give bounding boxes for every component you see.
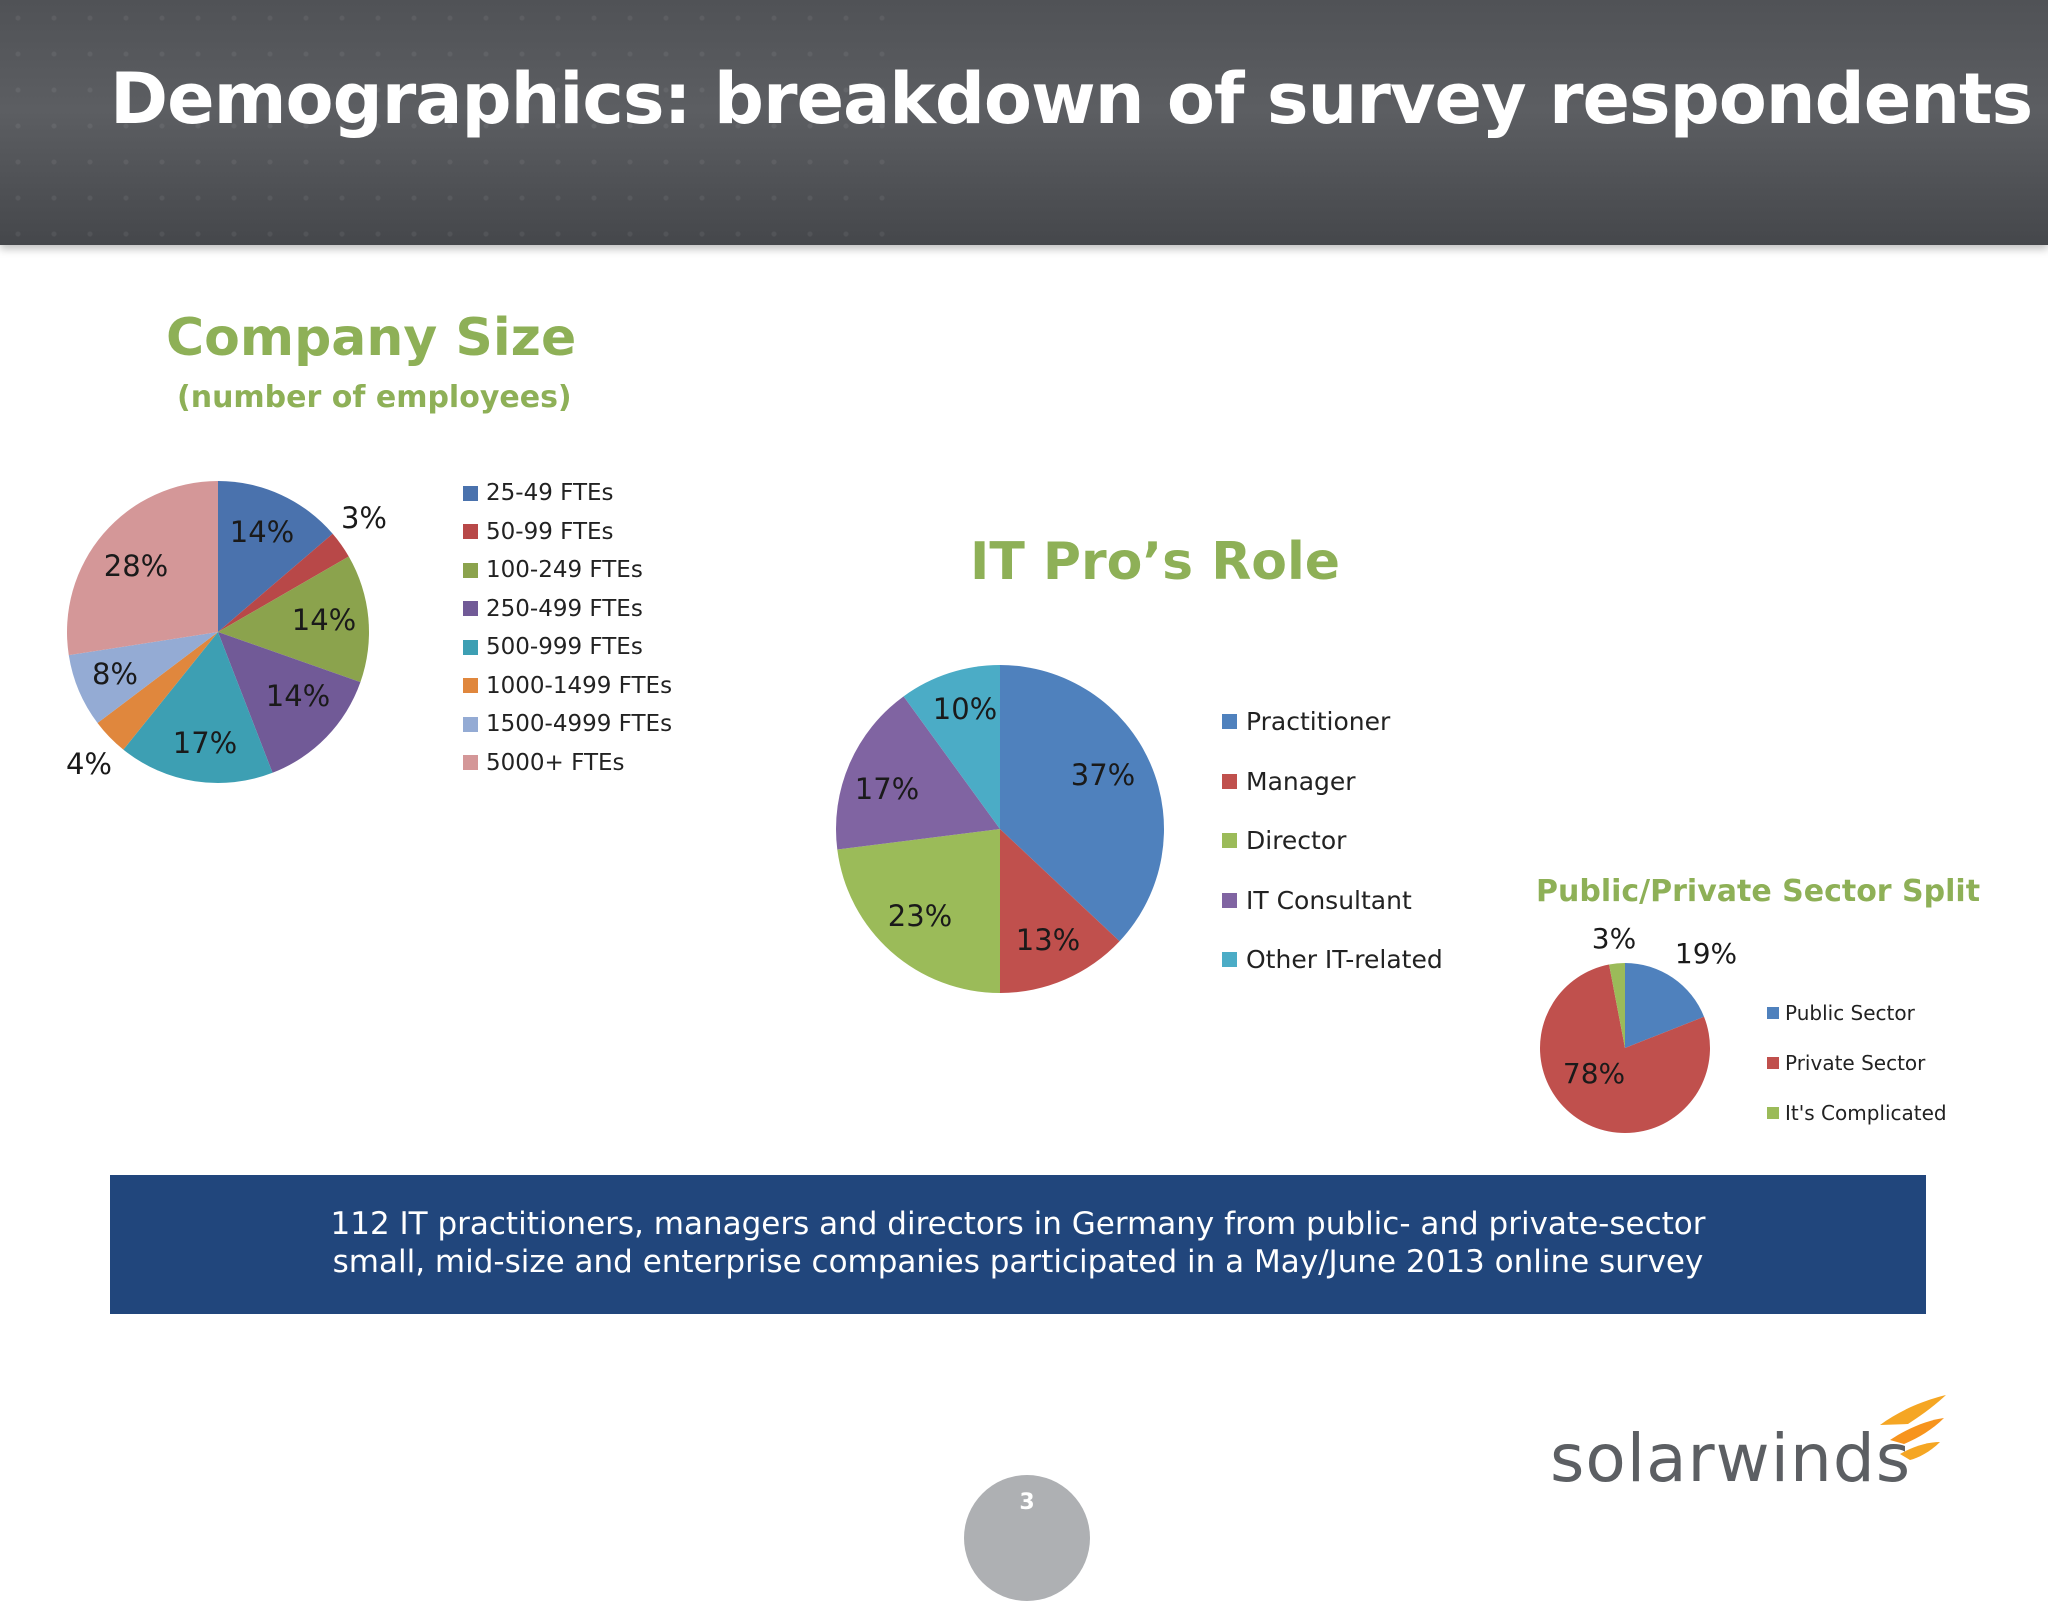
data-label: 14%: [292, 603, 356, 637]
legend-swatch: [463, 639, 478, 655]
legend-item: Manager: [1222, 752, 1443, 812]
legend-label: Practitioner: [1246, 707, 1391, 737]
data-label: 13%: [1016, 923, 1080, 957]
legend-item: Other IT-related: [1222, 930, 1443, 990]
legend-swatch: [463, 601, 478, 617]
pie-slice-500-999-ftes: [123, 632, 273, 783]
pie-slice-1500-4999-ftes: [68, 632, 218, 723]
data-label: 28%: [104, 549, 168, 583]
legend-swatch: [1222, 833, 1237, 849]
legend-label: 1500-4999 FTEs: [486, 711, 673, 738]
legend-swatch: [463, 524, 478, 540]
legend-swatch: [463, 562, 478, 578]
legend-item: Director: [1222, 811, 1443, 871]
data-label: 23%: [888, 899, 952, 933]
pie-slice-it-consultant: [836, 696, 1000, 850]
solarwinds-logo-text: solarwinds: [1550, 1420, 1912, 1497]
legend-label: IT Consultant: [1246, 885, 1412, 915]
legend-swatch: [1222, 892, 1237, 908]
legend-label: 5000+ FTEs: [486, 749, 625, 776]
data-label: 17%: [173, 726, 237, 760]
legend-label: Director: [1246, 826, 1347, 856]
data-label: 3%: [341, 501, 387, 535]
slide-title: Demographics: breakdown of survey respon…: [110, 58, 2033, 140]
legend-item: IT Consultant: [1222, 871, 1443, 931]
data-label: 3%: [1592, 922, 1636, 955]
legend-label: 50-99 FTEs: [486, 518, 614, 545]
legend-label: 100-249 FTEs: [486, 557, 643, 584]
legend-item: 25-49 FTEs: [463, 474, 672, 513]
data-label: 78%: [1563, 1057, 1625, 1090]
legend-item: 1500-4999 FTEs: [463, 705, 672, 744]
it-pro-role-pie-chart: 37% 13% 23% 17% 10%: [836, 665, 1165, 993]
sector-split-title: Public/Private Sector Split: [1536, 874, 1981, 909]
legend-label: 1000-1499 FTEs: [486, 672, 673, 699]
survey-summary-banner: 112 IT practitioners, managers and direc…: [110, 1175, 1926, 1314]
legend-swatch: [1767, 1107, 1779, 1119]
pie-slice-practitioner: [1000, 665, 1165, 942]
legend-item: 250-499 FTEs: [463, 590, 672, 629]
legend-swatch: [463, 485, 478, 501]
pie-slice-public-sector: [1625, 963, 1705, 1048]
it-pro-role-title: IT Pro’s Role: [970, 532, 1341, 592]
sector-split-legend: Public Sector Private Sector It's Complica…: [1767, 988, 1947, 1138]
solarwinds-flame-icon: [1880, 1395, 1946, 1460]
sector-split-pie-chart: 19% 78% 3%: [1540, 922, 1737, 1133]
legend-label: 25-49 FTEs: [486, 480, 614, 507]
legend-item: 5000+ FTEs: [463, 744, 672, 783]
legend-item: 1000-1499 FTEs: [463, 667, 672, 706]
legend-label: 250-499 FTEs: [486, 595, 643, 622]
legend-swatch: [1767, 1057, 1779, 1069]
legend-swatch: [1222, 773, 1237, 789]
data-label: 19%: [1675, 937, 1737, 970]
header-dot-pattern: [0, 0, 900, 245]
legend-swatch: [463, 678, 478, 694]
pie-slice-250-499-ftes: [218, 632, 361, 773]
legend-swatch: [1222, 952, 1237, 968]
banner-line-1: 112 IT practitioners, managers and direc…: [330, 1206, 1706, 1242]
legend-item: It's Complicated: [1767, 1088, 1947, 1138]
data-label: 10%: [933, 692, 997, 726]
legend-item: Practitioner: [1222, 692, 1443, 752]
company-size-pie-chart: 14% 3% 14% 14% 17% 4% 8% 28%: [66, 481, 387, 783]
legend-label: 500-999 FTEs: [486, 634, 643, 661]
legend-swatch: [463, 716, 478, 732]
legend-item: Private Sector: [1767, 1038, 1947, 1088]
pie-slice-private-sector: [1540, 964, 1710, 1133]
company-size-subtitle: (number of employees): [177, 380, 572, 415]
page-number: 3: [1019, 1490, 1035, 1515]
legend-item: 500-999 FTEs: [463, 628, 672, 667]
company-size-title: Company Size: [166, 308, 577, 368]
data-label: 14%: [266, 679, 330, 713]
slide-header: Demographics: breakdown of survey respon…: [0, 0, 2048, 245]
legend-label: Manager: [1246, 766, 1356, 796]
legend-item: 50-99 FTEs: [463, 513, 672, 552]
pie-slice-it-s-complicated: [1609, 963, 1625, 1048]
legend-label: Other IT-related: [1246, 945, 1443, 975]
pie-slice-100-249-ftes: [218, 556, 370, 683]
pie-slice-25-49-ftes: [218, 481, 333, 632]
legend-label: Public Sector: [1785, 1001, 1915, 1025]
legend-swatch: [463, 755, 478, 771]
pie-slice-5000-ftes: [67, 481, 218, 656]
data-label: 14%: [230, 515, 294, 549]
legend-item: Public Sector: [1767, 988, 1947, 1038]
pie-slice-50-99-ftes: [218, 533, 349, 632]
legend-item: 100-249 FTEs: [463, 551, 672, 590]
pie-slice-manager: [1000, 829, 1120, 993]
data-label: 8%: [92, 657, 138, 691]
pie-slice-director: [837, 829, 1000, 993]
legend-label: It's Complicated: [1785, 1101, 1947, 1125]
data-label: 17%: [855, 772, 919, 806]
it-pro-role-legend: Practitioner Manager Director IT Consultant…: [1222, 692, 1443, 990]
legend-label: Private Sector: [1785, 1051, 1926, 1075]
data-label: 37%: [1071, 758, 1135, 792]
company-size-legend: 25-49 FTEs 50-99 FTEs 100-249 FTEs 250-499 …: [463, 474, 672, 782]
legend-swatch: [1222, 714, 1237, 730]
data-label: 4%: [66, 747, 112, 781]
pie-slice-other-it-related: [903, 665, 1000, 829]
banner-line-2: small, mid-size and enterprise companies…: [332, 1244, 1704, 1280]
legend-swatch: [1767, 1007, 1779, 1019]
pie-slice-1000-1499-ftes: [97, 632, 218, 750]
